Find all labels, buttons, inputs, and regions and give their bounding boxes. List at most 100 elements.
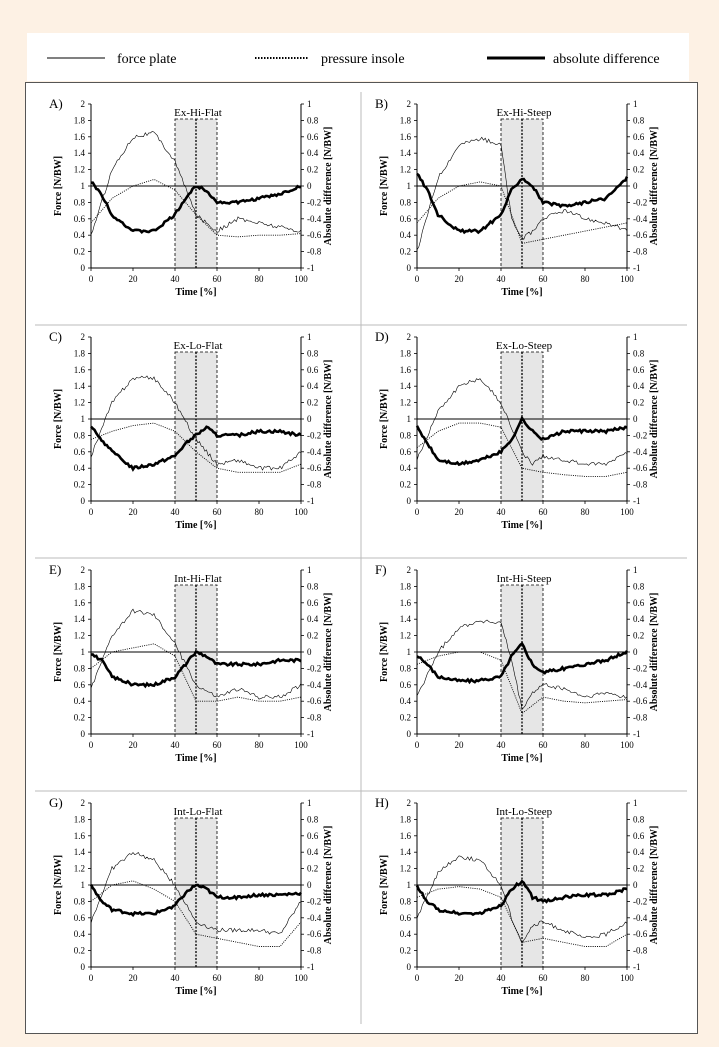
y-axis-left-label: Force [N/BW] [53, 156, 64, 216]
series-pressure-insole [90, 880, 302, 947]
x-tick-label: 0 [89, 274, 94, 284]
y-right-tick-label: 0.4 [633, 614, 645, 624]
y-right-tick-label: 0.4 [307, 614, 319, 624]
x-tick-label: 40 [497, 740, 507, 750]
y-left-tick-label: 2 [81, 99, 86, 109]
y-axis-right-label: Absolute difference [N/BW] [323, 360, 334, 479]
y-right-tick-label: 0.6 [633, 831, 645, 841]
x-tick-label: 100 [294, 973, 308, 983]
y-left-tick-label: 0 [407, 496, 412, 506]
y-right-tick-label: -0.8 [307, 247, 322, 257]
y-right-tick-label: 0.6 [307, 598, 319, 608]
y-left-tick-label: 1.2 [400, 165, 411, 175]
y-right-tick-label: -1 [307, 729, 315, 739]
series-force-plate [90, 130, 302, 235]
chart-a: 0 0.2 0.4 0.6 0.8 1 1.2 1.4 1.6 1.8 2 -1 -0.8 -0.6 -0.… [49, 96, 334, 298]
series-force-plate [90, 608, 302, 700]
x-axis-label: Time [%] [501, 753, 542, 764]
y-left-tick-label: 0.6 [400, 680, 412, 690]
y-right-tick-label: -0.8 [307, 713, 322, 723]
charts-grid: 0 0.2 0.4 0.6 0.8 1 1.2 1.4 1.6 1.8 2 -1 -0.8 -0.6 -0.… [35, 92, 687, 1024]
y-left-tick-label: 1.4 [400, 148, 412, 158]
y-right-tick-label: 1 [307, 332, 312, 342]
y-right-tick-label: 0.2 [307, 398, 318, 408]
y-right-tick-label: 0.6 [633, 365, 645, 375]
y-right-tick-label: -0.4 [307, 913, 322, 923]
y-left-tick-label: 0.6 [400, 214, 412, 224]
y-left-tick-label: 0 [407, 729, 412, 739]
y-left-tick-label: 0.4 [400, 463, 412, 473]
x-tick-label: 40 [497, 274, 507, 284]
x-tick-label: 60 [539, 507, 549, 517]
y-left-tick-label: 0.8 [74, 896, 86, 906]
x-tick-label: 0 [89, 507, 94, 517]
chart-title: Ex-Lo-Steep [496, 340, 553, 352]
x-tick-label: 40 [171, 507, 181, 517]
series-pressure-insole [90, 643, 302, 702]
y-right-tick-label: 0 [633, 414, 638, 424]
x-tick-label: 100 [294, 507, 308, 517]
x-tick-label: 60 [539, 274, 549, 284]
x-tick-label: 0 [415, 274, 420, 284]
y-right-tick-label: 0.6 [633, 598, 645, 608]
y-right-tick-label: -0.4 [307, 214, 322, 224]
y-left-tick-label: 0.2 [74, 247, 85, 257]
y-left-tick-label: 0 [407, 263, 412, 273]
y-right-tick-label: 1 [633, 798, 638, 808]
y-right-tick-label: 0.4 [307, 847, 319, 857]
x-tick-label: 100 [620, 274, 634, 284]
x-tick-label: 60 [539, 973, 549, 983]
series-absolute-difference [416, 172, 629, 235]
y-right-tick-label: 1 [307, 798, 312, 808]
y-right-tick-label: 0.4 [307, 148, 319, 158]
series-absolute-difference [90, 649, 302, 689]
chart-title: Int-Hi-Steep [497, 573, 552, 585]
series-pressure-insole [416, 181, 628, 244]
y-left-tick-label: 1.2 [74, 398, 85, 408]
x-tick-label: 0 [89, 740, 94, 750]
x-tick-label: 80 [255, 973, 265, 983]
x-tick-label: 20 [129, 507, 139, 517]
y-left-tick-label: 1.4 [74, 148, 86, 158]
y-right-tick-label: 1 [633, 565, 638, 575]
y-right-tick-label: 0 [307, 647, 312, 657]
y-left-tick-label: 0.4 [74, 929, 86, 939]
y-right-tick-label: 1 [633, 99, 638, 109]
chart-g: 0 0.2 0.4 0.6 0.8 1 1.2 1.4 1.6 1.8 2 -1 -0.8 -0.6 -0.… [49, 795, 334, 997]
y-left-tick-label: 1.8 [400, 115, 412, 125]
panel-label: C) [49, 329, 62, 344]
y-left-tick-label: 0.8 [400, 896, 412, 906]
y-right-tick-label: -0.4 [633, 214, 648, 224]
y-left-tick-label: 1.8 [400, 581, 412, 591]
y-axis-right-label: Absolute difference [N/BW] [649, 826, 660, 945]
chart-panel: 0 0.2 0.4 0.6 0.8 1 1.2 1.4 1.6 1.8 2 -1 -0.8 -0.6 -0.… [25, 82, 698, 1034]
y-right-tick-label: -1 [307, 263, 315, 273]
y-right-tick-label: -0.6 [633, 929, 648, 939]
y-left-tick-label: 2 [81, 332, 86, 342]
panel-label: H) [375, 795, 389, 810]
y-left-tick-label: 1.2 [74, 165, 85, 175]
y-left-tick-label: 1.4 [74, 614, 86, 624]
x-tick-label: 100 [294, 274, 308, 284]
y-right-tick-label: -0.8 [633, 247, 648, 257]
y-right-tick-label: -0.2 [633, 197, 647, 207]
chart-title: Ex-Lo-Flat [174, 340, 223, 352]
x-axis-label: Time [%] [175, 520, 216, 531]
y-right-tick-label: 0.8 [307, 115, 319, 125]
y-left-tick-label: 0.8 [74, 197, 86, 207]
chart-b: 0 0.2 0.4 0.6 0.8 1 1.2 1.4 1.6 1.8 2 -1 -0.8 -0.6 -0.… [375, 96, 660, 298]
y-right-tick-label: 0.2 [633, 398, 644, 408]
panel-label: F) [375, 562, 387, 577]
x-tick-label: 80 [255, 740, 265, 750]
chart-title: Int-Lo-Steep [496, 806, 553, 818]
y-axis-right-label: Absolute difference [N/BW] [323, 127, 334, 246]
y-left-tick-label: 1.2 [400, 398, 411, 408]
y-right-tick-label: 0.6 [307, 831, 319, 841]
y-left-tick-label: 1.2 [74, 864, 85, 874]
panel-label: E) [49, 562, 61, 577]
y-right-tick-label: 0.6 [307, 132, 319, 142]
y-left-tick-label: 0.6 [400, 447, 412, 457]
y-right-tick-label: -0.6 [307, 696, 322, 706]
chart-title: Ex-Hi-Steep [497, 107, 552, 119]
legend-pressure-insole-label: pressure insole [321, 52, 405, 67]
